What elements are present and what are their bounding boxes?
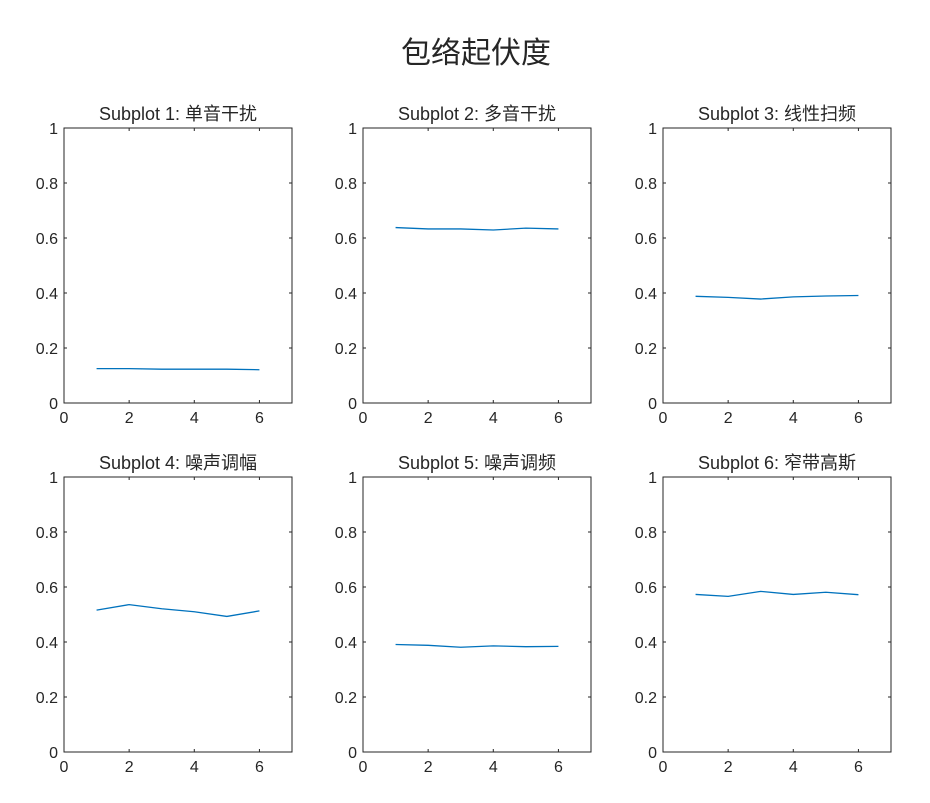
- y-tick-label: 0: [49, 396, 58, 413]
- y-tick-label: 0: [348, 396, 357, 413]
- y-tick-label: 0: [49, 745, 58, 762]
- x-tick-label: 6: [255, 410, 264, 427]
- y-tick-label: 0: [648, 396, 657, 413]
- y-tick-label: 0.8: [635, 176, 657, 193]
- y-tick-label: 0.8: [335, 525, 357, 542]
- y-tick-label: 0.8: [335, 176, 357, 193]
- y-tick-label: 0: [648, 745, 657, 762]
- subplot-3: Subplot 3: 线性扫频 0 0.2 0.4 0.6 0.8 1 0 2 4 6: [635, 104, 892, 427]
- x-tick-label: 2: [424, 759, 433, 776]
- x-tick-label: 0: [60, 410, 69, 427]
- y-tick-label: 0.6: [635, 580, 657, 597]
- series-line: [695, 294, 859, 300]
- x-tick-label: 6: [854, 410, 863, 427]
- y-tick-label: 1: [348, 470, 357, 487]
- x-tick-label: 2: [724, 410, 733, 427]
- x-tick-label: 0: [659, 410, 668, 427]
- subplot-title: Subplot 2: 多音干扰: [398, 104, 556, 124]
- y-tick-label: 0.6: [335, 231, 357, 248]
- series-line: [96, 603, 260, 618]
- series-line: [395, 226, 559, 231]
- series-line: [695, 590, 859, 598]
- y-tick-label: 0.6: [335, 580, 357, 597]
- x-tick-label: 6: [854, 759, 863, 776]
- x-tick-label: 0: [359, 759, 368, 776]
- subplot-4: Subplot 4: 噪声调幅 0 0.2 0.4 0.6 0.8 1 0 2 4 6: [36, 453, 293, 776]
- y-tick-label: 0.4: [335, 635, 357, 652]
- y-tick-label: 0.4: [36, 286, 58, 303]
- y-tick-label: 0.8: [635, 525, 657, 542]
- y-tick-label: 1: [49, 470, 58, 487]
- x-tick-label: 6: [554, 759, 563, 776]
- subplot-title: Subplot 1: 单音干扰: [99, 104, 257, 124]
- y-tick-label: 0.2: [635, 690, 657, 707]
- series-line: [96, 367, 260, 371]
- x-tick-label: 4: [789, 759, 798, 776]
- subplot-title: Subplot 5: 噪声调频: [398, 453, 556, 473]
- x-tick-label: 4: [789, 410, 798, 427]
- y-tick-label: 1: [49, 121, 58, 138]
- subplot-2: Subplot 2: 多音干扰 0 0.2 0.4 0.6 0.8 1 0 2 4 6: [335, 104, 592, 427]
- axes-box: [362, 476, 592, 753]
- axes-box: [63, 476, 293, 753]
- y-tick-label: 0.2: [335, 690, 357, 707]
- subplot-title: Subplot 6: 窄带高斯: [698, 453, 856, 473]
- y-tick-label: 0.4: [635, 635, 657, 652]
- axes-box: [662, 127, 892, 404]
- y-tick-label: 0.4: [335, 286, 357, 303]
- y-tick-label: 1: [348, 121, 357, 138]
- subplot-5: Subplot 5: 噪声调频 0 0.2 0.4 0.6 0.8 1 0 2 4 6: [335, 453, 592, 776]
- x-tick-label: 0: [359, 410, 368, 427]
- figure-title: 包络起伏度: [401, 36, 551, 71]
- y-tick-label: 0.2: [36, 341, 58, 358]
- y-tick-label: 0.2: [335, 341, 357, 358]
- x-tick-label: 2: [125, 410, 134, 427]
- x-tick-label: 4: [489, 759, 498, 776]
- y-tick-label: 0.6: [36, 231, 58, 248]
- x-tick-label: 4: [489, 410, 498, 427]
- x-tick-label: 4: [190, 410, 199, 427]
- x-tick-label: 4: [190, 759, 199, 776]
- y-tick-label: 0.6: [635, 231, 657, 248]
- subplot-1: Subplot 1: 单音干扰 0 0.2 0.4 0.6 0.8 1 0 2 4 6: [36, 104, 293, 427]
- subplot-title: Subplot 4: 噪声调幅: [99, 453, 257, 473]
- y-tick-label: 0.2: [36, 690, 58, 707]
- y-tick-label: 0.4: [635, 286, 657, 303]
- x-tick-label: 2: [125, 759, 134, 776]
- axes-box: [362, 127, 592, 404]
- x-tick-label: 2: [724, 759, 733, 776]
- y-tick-label: 0.2: [635, 341, 657, 358]
- y-tick-label: 1: [648, 470, 657, 487]
- y-tick-label: 1: [648, 121, 657, 138]
- axes-box: [63, 127, 293, 404]
- y-tick-label: 0: [348, 745, 357, 762]
- y-tick-label: 0.8: [36, 176, 58, 193]
- x-tick-label: 0: [60, 759, 69, 776]
- subplot-title: Subplot 3: 线性扫频: [698, 104, 856, 124]
- y-tick-label: 0.4: [36, 635, 58, 652]
- axes-box: [662, 476, 892, 753]
- x-tick-label: 6: [255, 759, 264, 776]
- x-tick-label: 2: [424, 410, 433, 427]
- subplot-6: Subplot 6: 窄带高斯 0 0.2 0.4 0.6 0.8 1 0 2 4 6: [635, 453, 892, 776]
- x-tick-label: 6: [554, 410, 563, 427]
- x-tick-label: 0: [659, 759, 668, 776]
- y-tick-label: 0.6: [36, 580, 58, 597]
- series-line: [395, 643, 559, 648]
- y-tick-label: 0.8: [36, 525, 58, 542]
